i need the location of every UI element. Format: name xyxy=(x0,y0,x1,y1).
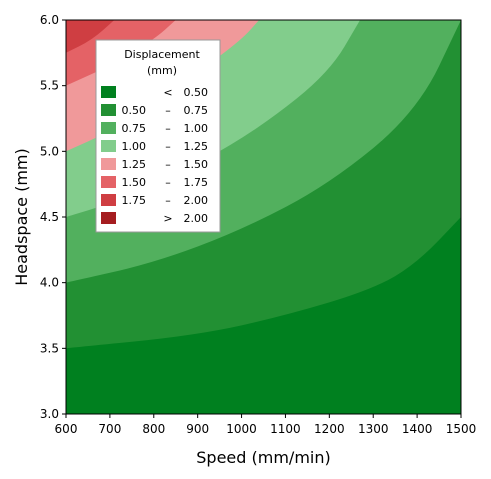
y-tick-label: 5.5 xyxy=(40,79,59,93)
y-tick-label: 4.5 xyxy=(40,210,59,224)
x-tick-label: 700 xyxy=(98,422,121,436)
y-axis-label: Headspace (mm) xyxy=(12,148,31,286)
legend-range-operator: – xyxy=(165,122,171,135)
legend-swatch xyxy=(101,158,116,170)
legend-range-operator: – xyxy=(165,140,171,153)
legend-range-low: 1.25 xyxy=(122,158,147,171)
legend-range-low: 1.50 xyxy=(122,176,147,189)
y-tick-label: 3.0 xyxy=(40,407,59,421)
legend-range-high: 0.50 xyxy=(184,86,209,99)
legend-swatch xyxy=(101,104,116,116)
y-tick-label: 5.0 xyxy=(40,144,59,158)
legend-range-high: 1.50 xyxy=(184,158,209,171)
legend-range-high: 0.75 xyxy=(184,104,209,117)
legend-swatch xyxy=(101,86,116,98)
legend-title-unit: (mm) xyxy=(147,64,177,77)
legend-range-low: 0.75 xyxy=(122,122,147,135)
legend-range-operator: > xyxy=(163,212,172,225)
x-tick-label: 1500 xyxy=(446,422,477,436)
x-tick-label: 1200 xyxy=(314,422,345,436)
legend-range-operator: – xyxy=(165,176,171,189)
y-tick-label: 4.0 xyxy=(40,276,59,290)
x-tick-label: 1100 xyxy=(270,422,301,436)
legend-range-operator: < xyxy=(163,86,172,99)
legend-items: <0.500.50–0.750.75–1.001.00–1.251.25–1.5… xyxy=(101,86,208,225)
x-tick-label: 900 xyxy=(186,422,209,436)
x-axis-label: Speed (mm/min) xyxy=(196,448,330,467)
legend-swatch xyxy=(101,122,116,134)
legend: Displacement (mm) <0.500.50–0.750.75–1.0… xyxy=(95,39,221,233)
x-tick-label: 1300 xyxy=(358,422,389,436)
legend-range-operator: – xyxy=(165,158,171,171)
legend-range-low: 1.75 xyxy=(122,194,147,207)
x-axis-ticks: 600 700 800 900 1000 1100 1200 1300 1400 1500 xyxy=(55,414,477,436)
legend-range-high: 1.75 xyxy=(184,176,209,189)
legend-box xyxy=(95,39,221,233)
y-tick-label: 3.5 xyxy=(40,341,59,355)
y-tick-label: 6.0 xyxy=(40,13,59,27)
legend-swatch xyxy=(101,176,116,188)
legend-range-high: 1.25 xyxy=(184,140,209,153)
legend-swatch xyxy=(101,212,116,224)
legend-range-low: 1.00 xyxy=(122,140,147,153)
legend-range-high: 2.00 xyxy=(184,212,209,225)
legend-swatch xyxy=(101,140,116,152)
contour-band xyxy=(66,20,115,53)
legend-range-low: 0.50 xyxy=(122,104,147,117)
y-axis-ticks: 3.0 3.5 4.0 4.5 5.0 5.5 6.0 xyxy=(40,13,66,421)
x-tick-label: 600 xyxy=(55,422,78,436)
legend-range-high: 1.00 xyxy=(184,122,209,135)
x-tick-label: 1000 xyxy=(226,422,257,436)
x-tick-label: 800 xyxy=(142,422,165,436)
legend-swatch xyxy=(101,194,116,206)
legend-range-operator: – xyxy=(165,104,171,117)
legend-range-high: 2.00 xyxy=(184,194,209,207)
x-tick-label: 1400 xyxy=(402,422,433,436)
legend-range-operator: – xyxy=(165,194,171,207)
legend-title: Displacement xyxy=(124,48,200,61)
